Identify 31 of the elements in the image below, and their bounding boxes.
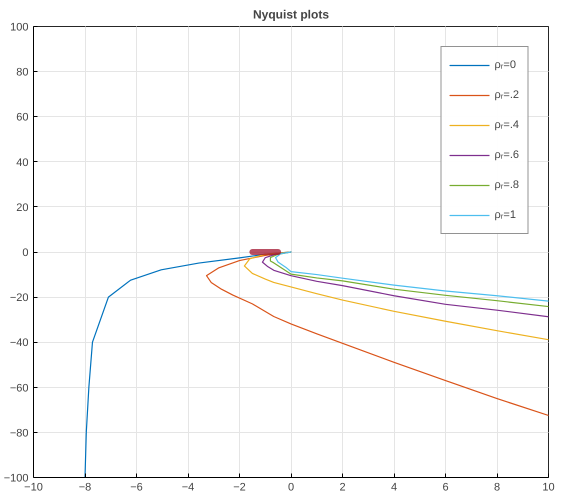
y-tick-label: −60	[10, 382, 29, 394]
x-tick-label: 8	[494, 482, 500, 493]
legend-label: ρᵣ=.2	[494, 89, 519, 101]
line-series	[262, 251, 548, 318]
y-tick-label: −100	[4, 472, 29, 484]
legend-label: ρᵣ=.6	[494, 149, 519, 161]
x-tick-label: −6	[130, 482, 143, 493]
y-tick-label: 40	[16, 156, 29, 169]
x-tick-label: 4	[390, 482, 398, 493]
legend-label: ρᵣ=.8	[494, 179, 519, 191]
x-tick-label: 6	[442, 482, 449, 493]
legend-label: ρᵣ=0	[494, 59, 516, 71]
y-tick-label: 80	[16, 66, 29, 79]
x-tick-label: −8	[78, 482, 92, 493]
chart-title: Nyquist plots	[253, 8, 330, 22]
y-tick-label: 0	[22, 247, 29, 259]
x-tick-label: 10	[542, 482, 555, 493]
x-tick-label: 0	[288, 482, 294, 493]
x-tick-label: −2	[233, 482, 246, 493]
y-tick-label: 60	[16, 112, 29, 124]
x-tick-label: 2	[339, 482, 346, 493]
y-tick-label: −20	[10, 292, 29, 304]
y-tick-label: 100	[10, 22, 29, 34]
legend-label: ρᵣ=1	[494, 209, 516, 221]
legend-label: ρᵣ=.4	[494, 119, 519, 131]
y-tick-label: −80	[10, 427, 29, 440]
x-tick-label: −4	[182, 482, 194, 493]
y-tick-label: 20	[16, 202, 29, 214]
y-tick-label: −40	[10, 337, 29, 350]
line-series	[244, 251, 548, 340]
x-tick-label: −10	[24, 482, 43, 493]
